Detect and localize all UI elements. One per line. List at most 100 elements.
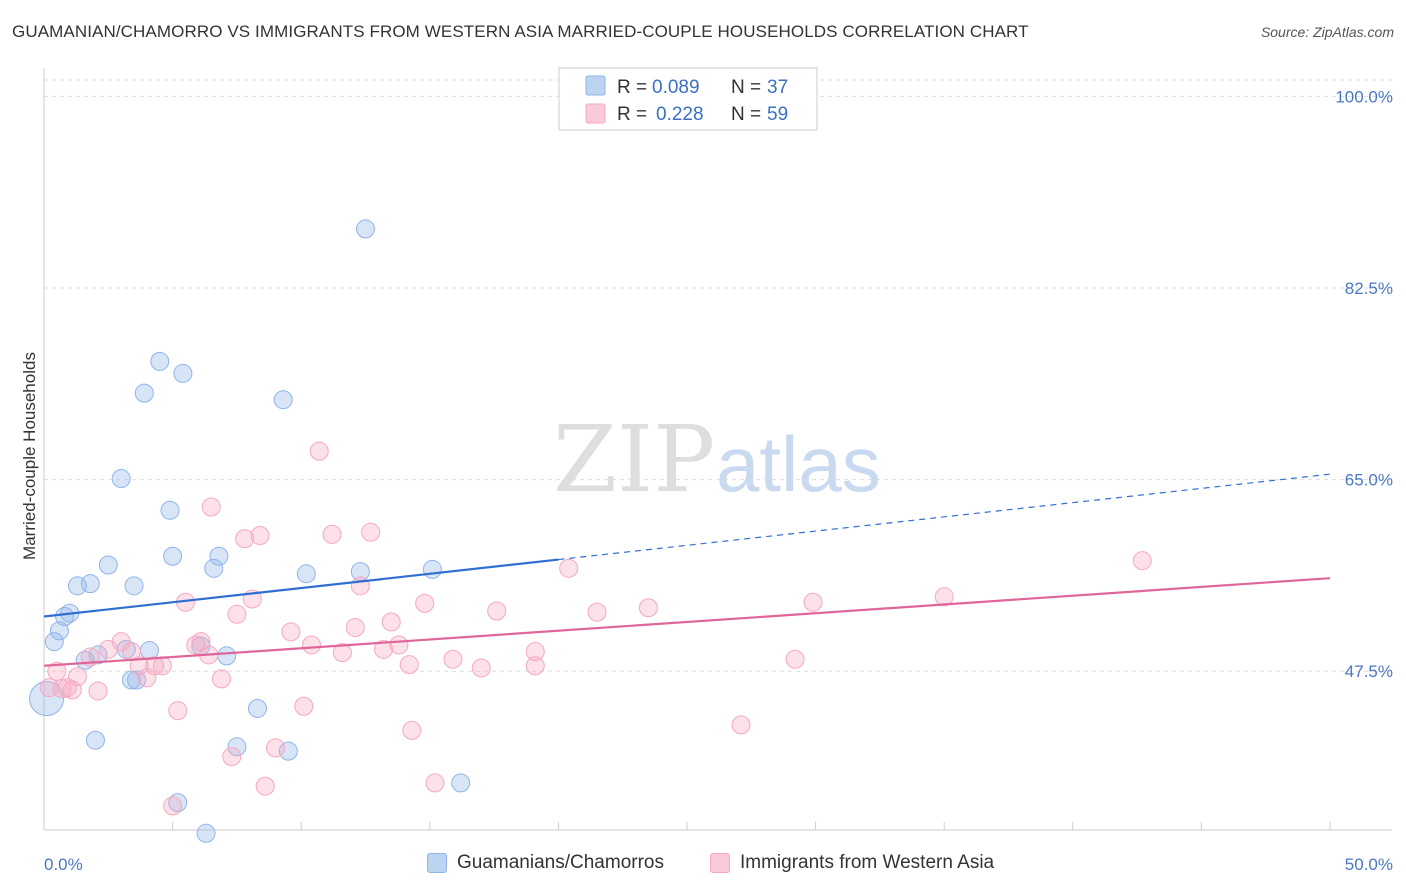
western-asia-point-58 — [62, 680, 82, 700]
guamanian-point-7 — [98, 555, 118, 575]
western-asia-point-50 — [587, 602, 607, 622]
y-tick-label-3: 100.0% — [1335, 87, 1393, 106]
guamanian-point-18 — [209, 546, 229, 566]
western-asia-point-42 — [415, 593, 435, 613]
guamanian-point-17 — [204, 558, 224, 578]
legend-r-value-2: 0.228 — [656, 104, 704, 125]
scatter-points — [29, 219, 1152, 843]
western-asia-point-35 — [350, 576, 370, 596]
guamanian-point-24 — [356, 219, 375, 239]
western-asia-point-39 — [389, 635, 409, 655]
western-asia-point-26 — [255, 776, 275, 796]
guamanian-point-3 — [55, 606, 75, 626]
watermark: ZIP atlas — [553, 406, 881, 513]
western-asia-point-21 — [222, 747, 242, 767]
y-tick-label-2: 82.5% — [1345, 279, 1393, 298]
watermark-zip: ZIP — [553, 406, 715, 513]
western-asia-point-12 — [152, 656, 172, 676]
axes: 47.5% 65.0% 82.5% 100.0% — [43, 68, 1393, 831]
x-tick-label-max: 50.0% — [1345, 855, 1393, 874]
western-asia-point-22 — [227, 604, 247, 624]
y-tick-label-0: 47.5% — [1345, 662, 1393, 681]
western-asia-point-48 — [525, 656, 545, 676]
western-asia-point-14 — [168, 701, 188, 721]
bottom-legend-item-guamanian: Guamanians/Chamorros — [427, 852, 664, 874]
western-asia-point-41 — [402, 720, 422, 740]
bottom-legend: Guamanians/Chamorros Immigrants from Wes… — [0, 852, 1406, 878]
guamanian-point-16 — [163, 546, 183, 566]
y-axis-label: Married-couple Households — [20, 352, 39, 560]
guamanian-point-11 — [160, 500, 180, 520]
western-asia-point-25 — [250, 525, 270, 545]
guamanian-point-1 — [44, 632, 64, 652]
western-asia-point-43 — [425, 773, 445, 793]
legend-r-label-2: R = — [617, 104, 647, 125]
guamanian-point-19 — [217, 646, 237, 666]
trend-lines — [43, 473, 1331, 667]
western-asia-point-19 — [201, 497, 221, 517]
bottom-legend-label-western-asia: Immigrants from Western Asia — [740, 852, 995, 873]
guamanian-point-25 — [422, 559, 442, 579]
guamanian-point-28 — [75, 650, 95, 670]
western-asia-point-5 — [88, 681, 108, 701]
guamanian-point-12 — [173, 363, 193, 383]
x-tick-label-min: 0.0% — [44, 855, 83, 874]
bottom-legend-label-guamanian: Guamanians/Chamorros — [457, 852, 664, 873]
legend-n-label-1: N = — [731, 77, 761, 98]
western-asia-point-37 — [374, 639, 394, 659]
guamanian-point-22 — [296, 564, 316, 584]
legend-r-value-1: 0.089 — [652, 77, 700, 98]
legend-swatch-guamanian — [585, 75, 606, 96]
guamanian-point-34 — [168, 793, 188, 813]
western-asia-point-38 — [381, 612, 401, 632]
western-asia-point-54 — [803, 592, 823, 612]
guamanian-point-33 — [85, 730, 105, 750]
western-asia-point-27 — [265, 738, 285, 758]
guamanian-point-31 — [278, 741, 298, 761]
western-asia-point-34 — [345, 617, 365, 637]
western-asia-point-45 — [471, 658, 491, 678]
western-asia-point-40 — [399, 655, 419, 675]
guamanian-point-0 — [29, 681, 65, 717]
western-asia-point-32 — [322, 524, 342, 544]
western-asia-point-57 — [52, 679, 72, 699]
western-asia-point-49 — [559, 558, 579, 578]
western-asia-point-16 — [186, 635, 206, 655]
western-asia-point-28 — [281, 622, 301, 642]
western-asia-point-36 — [361, 522, 381, 542]
western-asia-point-46 — [487, 601, 507, 621]
guamanian-point-13 — [111, 469, 131, 489]
grid — [44, 79, 1392, 672]
western-asia-point-33 — [332, 643, 352, 663]
western-asia-point-10 — [137, 668, 157, 688]
guamanian-point-21 — [273, 390, 293, 410]
y-tick-label-1: 65.0% — [1345, 471, 1393, 490]
western-asia-point-51 — [638, 598, 658, 618]
western-asia-point-55 — [934, 587, 954, 607]
guamanian-point-30 — [227, 737, 247, 757]
western-asia-point-53 — [785, 649, 805, 669]
guamanian-point-27 — [88, 645, 108, 665]
chart-title: GUAMANIAN/CHAMORRO VS IMMIGRANTS FROM WE… — [12, 22, 1029, 41]
western-asia-point-31 — [309, 441, 329, 461]
legend-r-label-1: R = — [617, 77, 647, 98]
western-asia-point-20 — [211, 669, 231, 689]
legend-n-value-1: 37 — [767, 77, 788, 98]
western-asia-point-30 — [301, 635, 321, 655]
legend-swatch-western-asia — [585, 103, 606, 124]
source-label: Source: ZipAtlas.com — [1260, 24, 1394, 40]
guamanian-point-9 — [134, 383, 154, 403]
guamanian-trend-extension — [558, 473, 1331, 561]
western-asia-point-56 — [1132, 551, 1152, 571]
bottom-legend-item-western-asia: Immigrants from Western Asia — [710, 852, 994, 874]
guamanian-point-20 — [247, 698, 267, 718]
western-asia-point-7 — [111, 632, 131, 652]
western-asia-point-44 — [443, 649, 463, 669]
legend-n-value-2: 59 — [767, 104, 788, 125]
guamanian-point-10 — [150, 351, 170, 371]
bottom-legend-swatch-guamanian — [427, 853, 447, 873]
western-asia-point-9 — [129, 656, 149, 676]
watermark-atlas: atlas — [716, 420, 881, 508]
guamanian-point-36 — [451, 773, 471, 793]
